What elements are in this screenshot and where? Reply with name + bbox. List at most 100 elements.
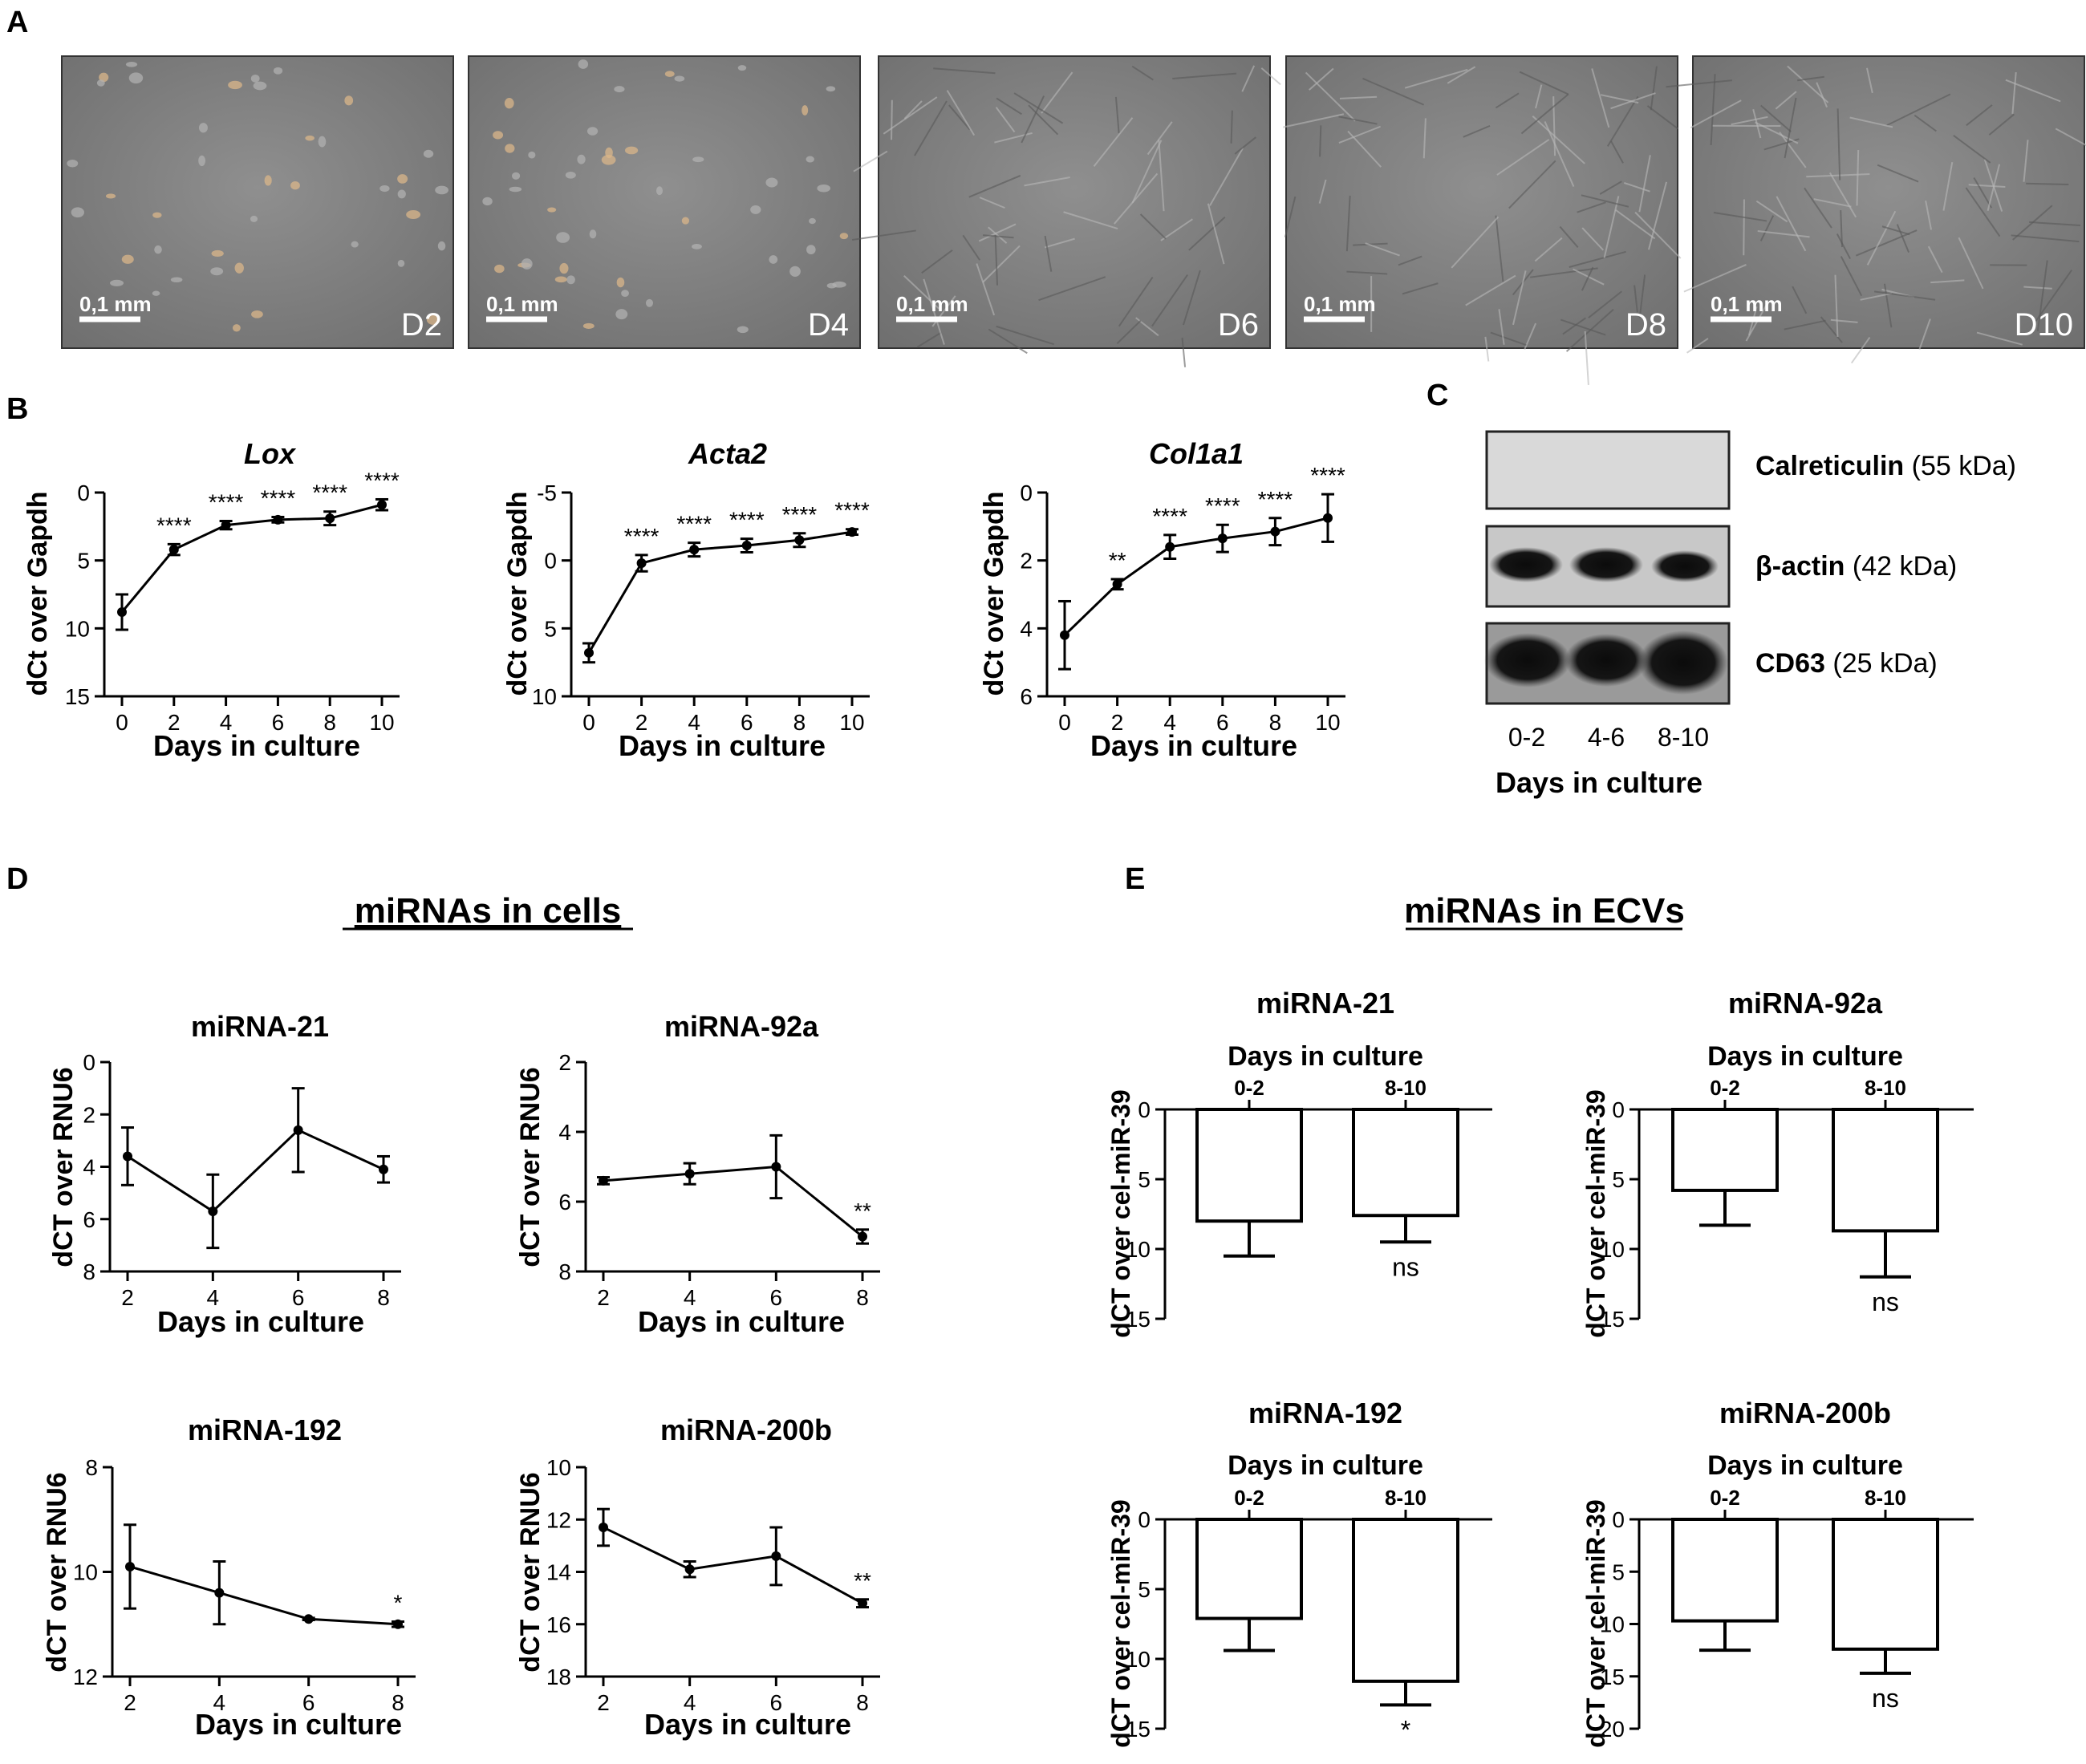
cell-mark [99, 72, 109, 83]
cell-mark [406, 209, 421, 220]
fiber-mark [1559, 225, 1579, 248]
panel-label-b: B [6, 392, 28, 426]
series-line [587, 530, 853, 654]
data-point [584, 647, 594, 658]
data-point [1165, 541, 1175, 552]
fiber-mark [1181, 337, 1187, 367]
fiber-mark [1866, 67, 1873, 94]
fiber-mark [1284, 196, 1297, 237]
data-point [741, 541, 752, 551]
fiber-mark [978, 223, 1017, 242]
y-tick-label: 4 [83, 1155, 95, 1180]
y-tick-label: 10 [1126, 1237, 1151, 1262]
significance-label: **** [1258, 487, 1293, 512]
fiber-mark [1683, 264, 1747, 293]
cell-mark [691, 243, 702, 249]
blot-band [1489, 547, 1563, 582]
cell-mark [210, 267, 224, 276]
fiber-mark [1965, 187, 2001, 237]
fiber-mark [1118, 277, 1154, 327]
scale-bar-label: 0,1 mm [79, 292, 152, 316]
panel-label-e: E [1125, 862, 1145, 896]
fiber-mark [1045, 237, 1075, 249]
fiber-mark [979, 197, 1005, 209]
data-point [325, 513, 335, 524]
cell-mark [769, 255, 778, 264]
fiber-mark [891, 99, 893, 140]
fiber-mark [1760, 104, 1792, 132]
significance-label: **** [676, 512, 712, 537]
fiber-mark [1804, 187, 1832, 229]
y-tick-label: 2 [83, 1102, 95, 1127]
y-tick-label: 16 [546, 1612, 571, 1637]
cell-mark [765, 177, 778, 188]
x-tick-label: 0-2 [1234, 1486, 1264, 1510]
y-tick-label: 15 [1600, 1307, 1625, 1332]
fiber-mark [883, 96, 938, 135]
significance-label: **** [156, 513, 192, 537]
x-tick-label: 8-10 [1865, 1486, 1906, 1510]
band-label-calreticulin: Calreticulin (55 kDa) [1755, 451, 2016, 481]
fiber-mark [1345, 195, 1351, 252]
cell-mark [493, 131, 504, 140]
day-label: D2 [401, 307, 442, 343]
x-tick-label: 8 [856, 1690, 869, 1715]
fiber-mark [1260, 67, 1281, 86]
fiber-mark [1976, 331, 2023, 346]
fiber-mark [1028, 104, 1059, 136]
blot-band [1638, 631, 1728, 695]
fiber-mark [1860, 292, 1892, 301]
fiber-mark [1830, 318, 1858, 323]
data-point [858, 1598, 867, 1608]
fiber-mark [1836, 108, 1841, 180]
chart-title: miRNA-200b [1719, 1397, 1891, 1429]
y-tick-label: 10 [1600, 1612, 1625, 1637]
fiber-mark [1524, 322, 1537, 350]
fiber-mark [1866, 210, 1897, 266]
scale-bar-label: 0,1 mm [1711, 292, 1783, 316]
fiber-mark [2023, 140, 2029, 182]
cell-mark [250, 74, 260, 83]
cell-mark [121, 254, 134, 264]
fiber-mark [1560, 318, 1606, 336]
fiber-mark [1849, 116, 1893, 128]
cell-mark [397, 174, 408, 184]
bar [1832, 1108, 1939, 1233]
fiber-mark [1745, 303, 1768, 342]
fiber-mark [1021, 95, 1045, 144]
scale-bar-label: 0,1 mm [486, 292, 558, 316]
y-axis-label: dCT over RNU6 [48, 1067, 79, 1267]
fiber-mark [1896, 224, 1910, 253]
x-axis-label: Days in culture [1228, 1450, 1423, 1481]
fiber-mark [1914, 114, 1937, 132]
cell-mark [273, 67, 283, 75]
significance-label: **** [834, 498, 870, 523]
cell-mark [601, 155, 616, 165]
series-line [129, 1565, 399, 1626]
cell-mark [681, 217, 690, 225]
x-tick-label: 4 [1163, 710, 1176, 735]
fiber-mark [1581, 194, 1629, 208]
fiber-mark [1422, 118, 1427, 159]
cell-mark [789, 266, 801, 278]
chart-title: miRNA-21 [191, 1010, 329, 1043]
data-point [599, 1523, 608, 1533]
x-tick-label: 0 [582, 710, 595, 735]
cell-mark [426, 314, 440, 325]
x-tick-label: 2 [635, 710, 648, 735]
y-axis-label: dCT over RNU6 [515, 1472, 546, 1672]
lane-label: 0-2 [1508, 723, 1545, 752]
x-tick-label: 6 [770, 1285, 783, 1310]
fiber-mark [1319, 125, 1322, 157]
x-tick-label: 0 [1058, 710, 1071, 735]
day-label: D8 [1625, 307, 1666, 343]
panel-label-a: A [6, 6, 28, 39]
y-axis-label: dCT over RNU6 [42, 1472, 72, 1672]
cell-mark [71, 207, 84, 218]
x-tick-label: 4 [220, 710, 233, 735]
fiber-mark [1792, 286, 1808, 314]
chart-title: Lox [244, 437, 297, 470]
fiber-mark [1610, 92, 1656, 110]
